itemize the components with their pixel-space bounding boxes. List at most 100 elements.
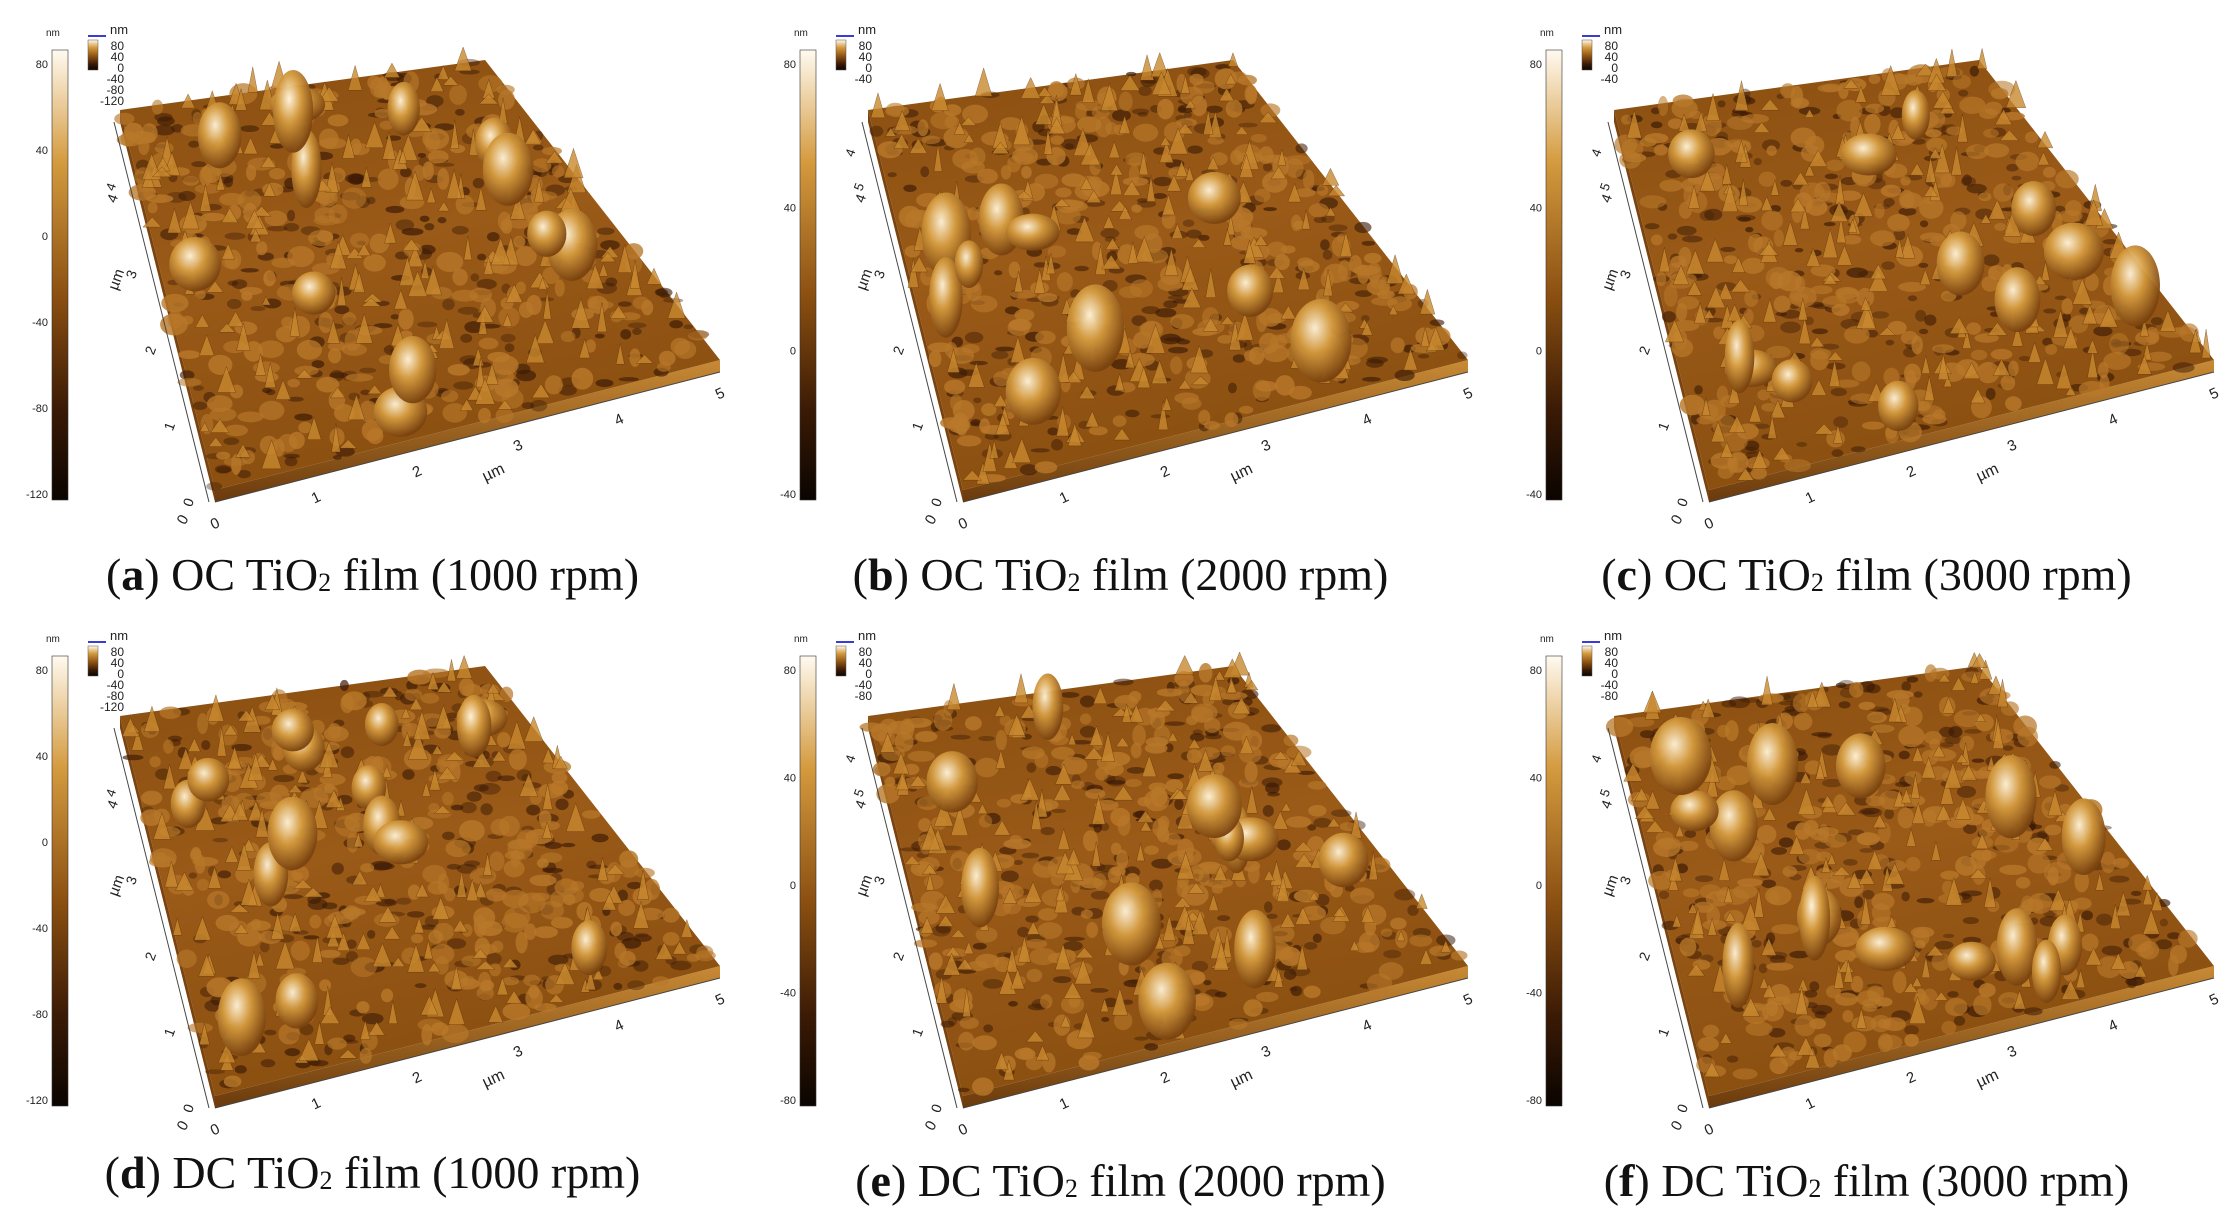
colorbar-tick: -80 — [32, 403, 48, 415]
x-axis-label: µm — [1228, 1066, 1256, 1091]
colorbar-tick: 40 — [784, 202, 796, 214]
colorbar-unit: nm — [46, 28, 60, 39]
y-tick: 4 — [1597, 192, 1615, 205]
y-tick: 0 — [1673, 1102, 1691, 1115]
y-tick: 4 — [1597, 798, 1615, 811]
x-tick: 4 — [612, 1016, 627, 1035]
afm-plot-f: nm80400-40-80nm80400-40-8001234µm5401234… — [1526, 628, 2222, 1139]
afm-panel-b: nm 80 40 0 -40 nm 80 40 0 -40 0 1 2 3 4 µm 5 4 0 1 2 3 4 5 0 µm (b… — [748, 0, 1493, 606]
surface-front-wall — [963, 360, 1468, 502]
x-axis-label: µm — [480, 460, 508, 485]
z-tick: 5 — [1597, 787, 1614, 799]
x-tick: 5 — [713, 990, 728, 1009]
inset-tick: 0 — [1611, 667, 1618, 681]
caption-subscript: 2 — [319, 1166, 333, 1196]
y-tick: 1 — [908, 1026, 926, 1039]
inset-unit: nm — [858, 628, 876, 643]
origin-y-zero: 0 — [1668, 512, 1687, 528]
colorbar-unit: nm — [46, 634, 60, 645]
x-tick: 2 — [410, 462, 425, 481]
surface-front-wall — [1709, 966, 2214, 1108]
caption-subscript: 2 — [1064, 1174, 1078, 1204]
x-axis-label: µm — [1228, 460, 1256, 485]
inset-colorbar — [87, 39, 99, 71]
colorbar-tick: -40 — [1526, 988, 1542, 1000]
colorbar — [1545, 49, 1563, 501]
x-tick: 3 — [2005, 1042, 2020, 1061]
x-tick: 5 — [1461, 384, 1476, 403]
y-axis-line — [1607, 727, 1704, 1109]
caption-suffix: film (2000 rpm) — [1077, 1155, 1386, 1206]
z-tick: 5 — [1597, 181, 1614, 193]
x-tick: 2 — [1904, 1068, 1919, 1087]
y-tick: 4 — [103, 192, 121, 205]
colorbar-unit: nm — [794, 634, 808, 645]
x-tick: 0 — [208, 1120, 223, 1139]
colorbar-unit: nm — [794, 28, 808, 39]
x-tick: 2 — [1158, 462, 1173, 481]
surface-front-wall — [215, 360, 720, 502]
y-tick: 0 — [179, 496, 197, 509]
surface-texture — [1614, 48, 2211, 481]
inset-tick: 40 — [1605, 50, 1619, 64]
y-tick: 2 — [141, 950, 159, 963]
x-tick: 1 — [309, 1094, 324, 1113]
inset-tick: -40 — [1601, 72, 1619, 86]
y-axis-line — [1607, 121, 1704, 503]
colorbar-unit: nm — [1540, 634, 1554, 645]
surface-texture — [114, 46, 710, 491]
panel-caption: (f) DC TiO2 film (3000 rpm) — [1603, 1155, 2130, 1206]
colorbar — [1545, 655, 1563, 1107]
z-tick: 4 — [1588, 753, 1605, 765]
x-tick: 4 — [2106, 1016, 2121, 1035]
colorbar-tick: 80 — [784, 59, 796, 71]
x-tick: 3 — [2005, 436, 2020, 455]
afm-plot-d: nm80400-40-80-120nm80400-40-80-12001234µ… — [26, 628, 728, 1139]
colorbar — [799, 655, 817, 1107]
y-tick: 2 — [141, 344, 159, 357]
inset-tick: -40 — [107, 72, 125, 86]
x-tick: 5 — [713, 384, 728, 403]
colorbar-tick: -80 — [1526, 1095, 1542, 1107]
x-axis-line — [962, 371, 1469, 503]
x-tick: 5 — [2207, 990, 2222, 1009]
caption-suffix: film (3000 rpm) — [1823, 549, 2132, 600]
x-tick: 0 — [208, 514, 223, 533]
panel-letter: f — [1619, 1155, 1635, 1206]
inset-tick: 40 — [859, 50, 873, 64]
caption-subscript: 2 — [1067, 568, 1081, 598]
x-tick: 1 — [1057, 1094, 1072, 1113]
origin-y-zero: 0 — [922, 512, 941, 528]
caption-suffix: film (1000 rpm) — [332, 1147, 641, 1198]
panel-caption: (b) OC TiO2 film (2000 rpm) — [852, 549, 1389, 600]
panel-letter: d — [119, 1147, 146, 1198]
origin-y-zero: 0 — [922, 1118, 941, 1134]
origin-y-zero: 0 — [174, 512, 193, 528]
x-axis-line — [1708, 371, 2215, 503]
panel-caption: (e) DC TiO2 film (2000 rpm) — [855, 1155, 1386, 1206]
x-tick: 0 — [1702, 514, 1717, 533]
inset-tick: 80 — [859, 39, 873, 53]
x-tick: 2 — [1904, 462, 1919, 481]
panel-letter: e — [870, 1155, 891, 1206]
inset-unit: nm — [110, 22, 128, 37]
x-tick: 0 — [956, 514, 971, 533]
x-tick: 4 — [2106, 410, 2121, 429]
inset-tick: 80 — [1605, 645, 1619, 659]
afm-panel-c: nm 80 40 0 -40 nm 80 40 0 -40 0 1 2 3 4 µm 5 4 0 1 2 3 4 5 0 µm (c… — [1494, 0, 2238, 606]
y-tick: 0 — [927, 496, 945, 509]
y-tick: 0 — [1673, 496, 1691, 509]
y-tick: 4 — [851, 798, 869, 811]
colorbar-tick: 40 — [36, 751, 48, 763]
caption-text: OC TiO — [920, 549, 1068, 600]
z-tick: 5 — [851, 787, 868, 799]
inset-unit: nm — [858, 22, 876, 37]
x-tick: 3 — [511, 436, 526, 455]
z-tick: 4 — [842, 753, 859, 765]
inset-colorbar — [87, 645, 99, 677]
y-tick: 1 — [908, 420, 926, 433]
x-axis-label: µm — [1974, 1066, 2002, 1091]
x-axis-line — [214, 977, 721, 1109]
colorbar-tick: 0 — [1536, 346, 1542, 358]
y-axis-label: µm — [853, 873, 876, 899]
